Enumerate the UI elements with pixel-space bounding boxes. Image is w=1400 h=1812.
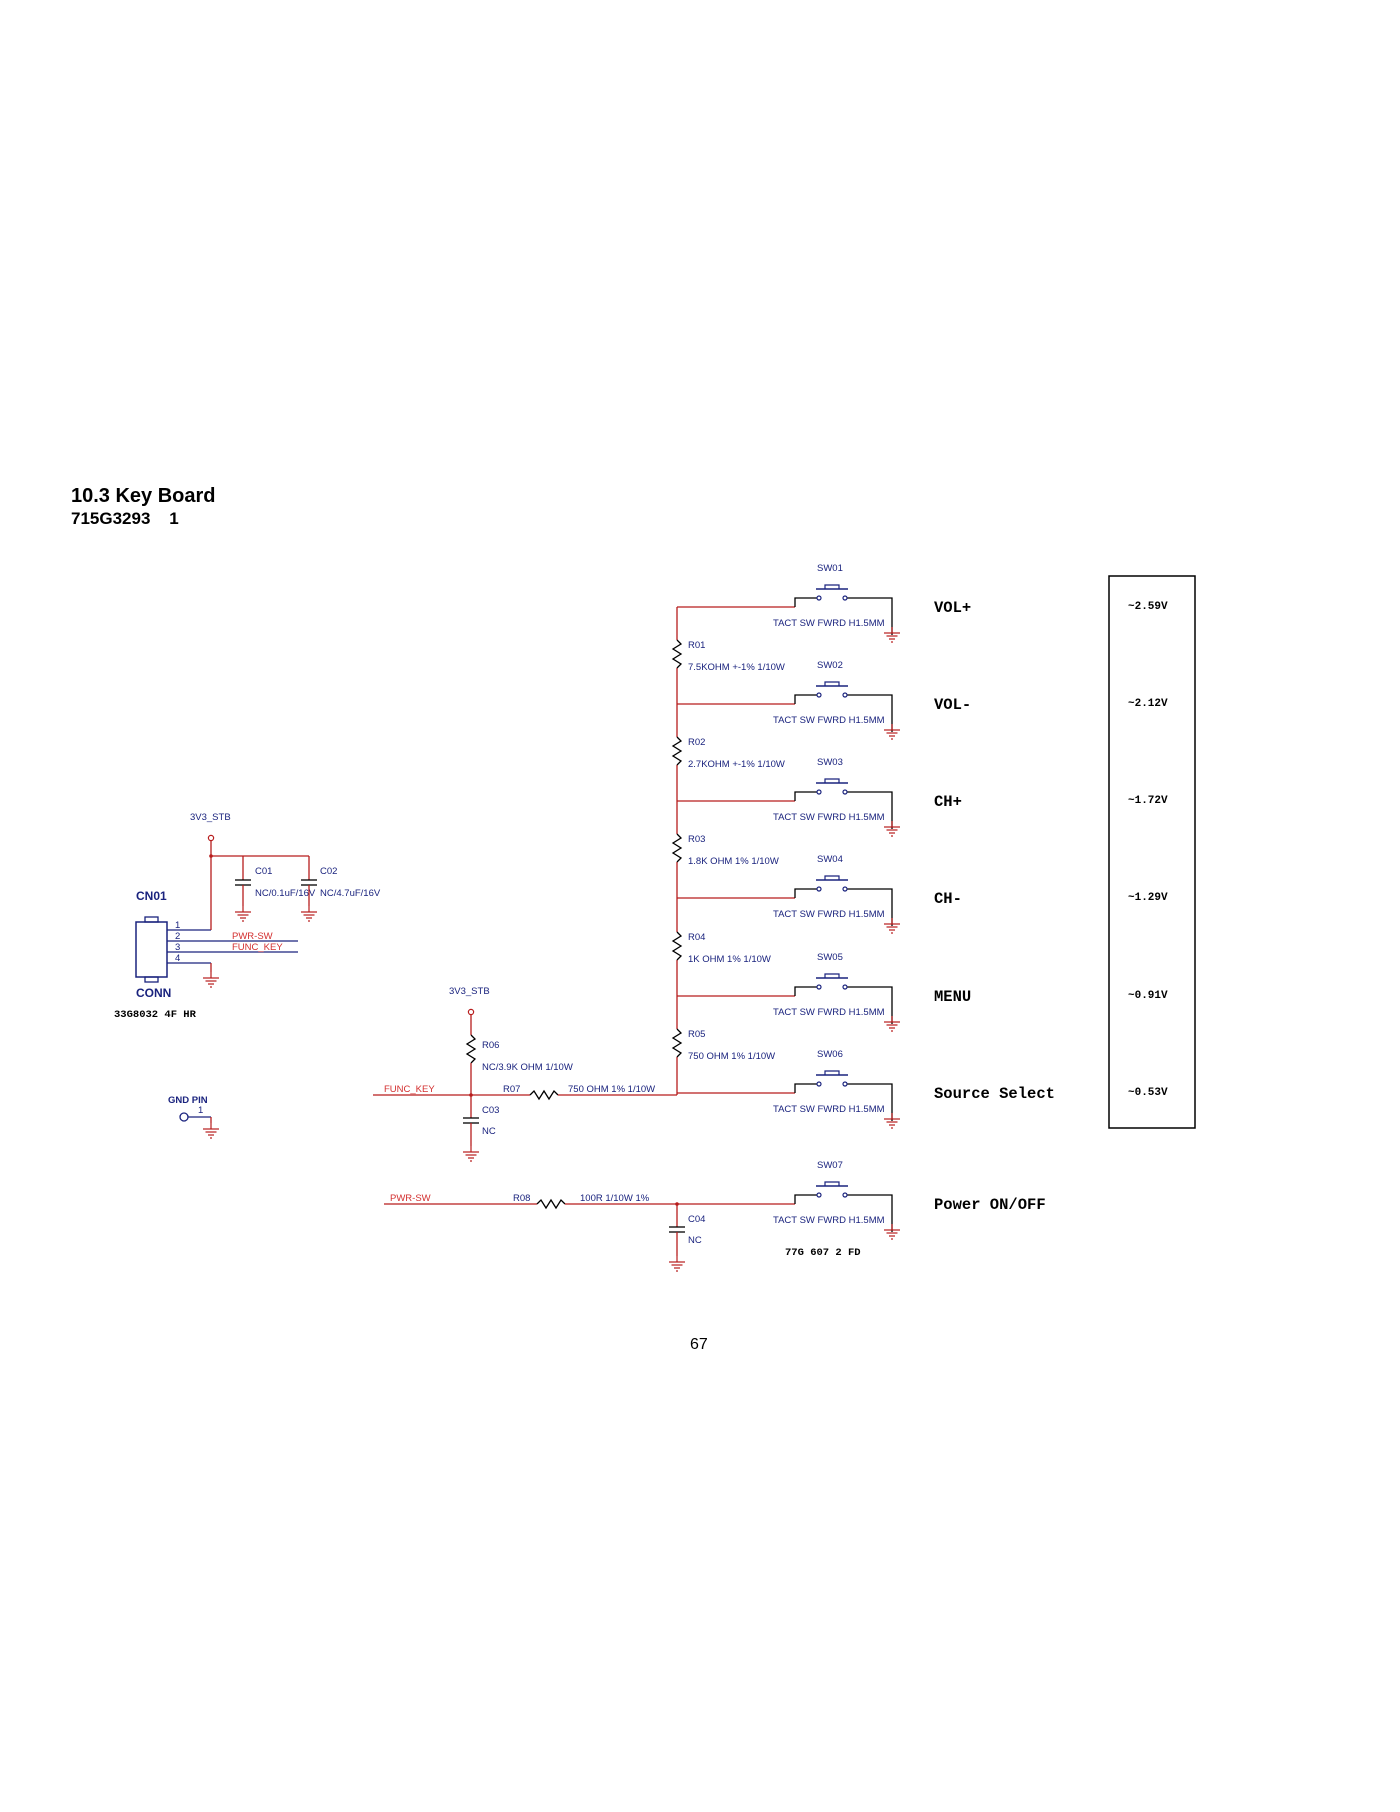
sw06-ref: SW06 — [817, 1049, 843, 1060]
switch-row-sw02: SW02 TACT SW FWRD H1.5MM VOL- ~2.12V — [677, 660, 1168, 740]
connector-cn01: 1 2 3 4 CN01 CONN 33G8032 4F HR — [114, 889, 298, 1021]
switch-row-sw03: SW03 TACT SW FWRD H1.5MM CH+ ~1.72V — [677, 757, 1168, 837]
sw02-desc: TACT SW FWRD H1.5MM — [773, 715, 885, 726]
sw07-desc: TACT SW FWRD H1.5MM — [773, 1215, 885, 1226]
net-3v3-stb-mid: 3V3_STB — [449, 986, 490, 997]
sw07-part-number: 77G 607 2 FD — [785, 1247, 861, 1259]
sw05-function-label: MENU — [934, 988, 971, 1006]
capacitor-c04: C04 NC — [668, 1204, 705, 1272]
board-number: 715G3293 1 — [71, 509, 179, 528]
r02-ref: R02 — [688, 737, 705, 748]
sw03-function-label: CH+ — [934, 793, 962, 811]
net-func-key-label: FUNC_KEY — [232, 942, 283, 953]
gnd-pin: GND PIN 1 — [168, 1095, 220, 1139]
sw06-desc: TACT SW FWRD H1.5MM — [773, 1104, 885, 1115]
switch-row-sw05: SW05 TACT SW FWRD H1.5MM MENU ~0.91V — [677, 952, 1168, 1032]
sw01-ref: SW01 — [817, 563, 843, 574]
power-port-left — [207, 834, 215, 842]
r01-ref: R01 — [688, 640, 705, 651]
sw06-function-label: Source Select — [934, 1085, 1055, 1103]
sw02-function-label: VOL- — [934, 696, 971, 714]
resistor-r02: R02 2.7KOHM +-1% 1/10W — [671, 736, 785, 770]
sw05-ref: SW05 — [817, 952, 843, 963]
resistor-r01: R01 7.5KOHM +-1% 1/10W — [671, 639, 785, 673]
sw03-voltage: ~1.72V — [1128, 795, 1168, 807]
pin-3-label: 3 — [175, 942, 180, 953]
sw04-voltage: ~1.29V — [1128, 892, 1168, 904]
switch-rows: SW01 TACT SW FWRD H1.5MM VOL+ ~2.59V SW02 TAC… — [677, 563, 1168, 1240]
pin-2-label: 2 — [175, 931, 180, 942]
gnd-pin-number: 1 — [198, 1105, 203, 1116]
r01-value: 7.5KOHM +-1% 1/10W — [688, 662, 785, 673]
resistor-r03: R03 1.8K OHM 1% 1/10W — [671, 833, 779, 867]
sw02-ref: SW02 — [817, 660, 843, 671]
c02-value: NC/4.7uF/16V — [320, 888, 381, 899]
r04-ref: R04 — [688, 932, 705, 943]
resistor-r07: R07 750 OHM 1% 1/10W — [503, 1084, 655, 1101]
sw01-function-label: VOL+ — [934, 599, 971, 617]
sw06-voltage: ~0.53V — [1128, 1087, 1168, 1099]
resistor-r08: R08 100R 1/10W 1% — [513, 1193, 650, 1210]
c02-ref: C02 — [320, 866, 337, 877]
sw01-voltage: ~2.59V — [1128, 601, 1168, 613]
r05-value: 750 OHM 1% 1/10W — [688, 1051, 775, 1062]
r08-ref: R08 — [513, 1193, 530, 1204]
pin-4-label: 4 — [175, 953, 180, 964]
switch-row-sw07: SW07 TACT SW FWRD H1.5MM Power ON/OFF — [677, 1160, 1046, 1240]
r08-value: 100R 1/10W 1% — [580, 1193, 650, 1204]
capacitor-c03: C03 NC — [462, 1095, 499, 1162]
r03-value: 1.8K OHM 1% 1/10W — [688, 856, 779, 867]
cn01-part: 33G8032 4F HR — [114, 1009, 197, 1021]
resistor-r04: R04 1K OHM 1% 1/10W — [671, 931, 771, 965]
cn01-ref: CN01 — [136, 889, 167, 903]
sw04-ref: SW04 — [817, 854, 843, 865]
c01-value: NC/0.1uF/16V — [255, 888, 316, 899]
sw05-desc: TACT SW FWRD H1.5MM — [773, 1007, 885, 1018]
r07-ref: R07 — [503, 1084, 520, 1095]
r04-value: 1K OHM 1% 1/10W — [688, 954, 771, 965]
voltage-table — [1108, 575, 1196, 1129]
sw04-desc: TACT SW FWRD H1.5MM — [773, 909, 885, 920]
page-title: 10.3 Key Board — [71, 485, 216, 507]
sw05-voltage: ~0.91V — [1128, 990, 1168, 1002]
power-port-mid — [467, 1008, 475, 1016]
cn01-type: CONN — [136, 986, 171, 1000]
sw03-desc: TACT SW FWRD H1.5MM — [773, 812, 885, 823]
switch-row-sw06: SW06 TACT SW FWRD H1.5MM Source Select ~0.5… — [677, 1049, 1168, 1129]
c03-value: NC — [482, 1126, 496, 1137]
sw02-voltage: ~2.12V — [1128, 698, 1168, 710]
gnd-pin-label: GND PIN — [168, 1095, 208, 1106]
net-pwr-sw-input: PWR-SW — [390, 1193, 431, 1204]
resistor-r05: R05 750 OHM 1% 1/10W — [671, 1028, 775, 1062]
c04-ref: C04 — [688, 1214, 705, 1225]
sw01-desc: TACT SW FWRD H1.5MM — [773, 618, 885, 629]
r07-value: 750 OHM 1% 1/10W — [568, 1084, 655, 1095]
net-3v3-stb-left: 3V3_STB — [190, 812, 231, 823]
sw07-ref: SW07 — [817, 1160, 843, 1171]
pin-1-label: 1 — [175, 920, 180, 931]
heading: 10.3 Key Board 715G3293 1 — [71, 484, 216, 530]
switch-row-sw04: SW04 TACT SW FWRD H1.5MM CH- ~1.29V — [677, 854, 1168, 934]
capacitor-c02: C02 NC/4.7uF/16V — [300, 856, 381, 922]
c04-value: NC — [688, 1235, 702, 1246]
page-number: 67 — [690, 1336, 708, 1353]
sw04-function-label: CH- — [934, 890, 962, 908]
net-pwr-sw-label: PWR-SW — [232, 931, 273, 942]
r06-ref: R06 — [482, 1040, 499, 1051]
c03-ref: C03 — [482, 1105, 499, 1116]
c01-ref: C01 — [255, 866, 272, 877]
sw03-ref: SW03 — [817, 757, 843, 768]
sw07-function-label: Power ON/OFF — [934, 1196, 1046, 1214]
capacitor-c01: C01 NC/0.1uF/16V — [234, 856, 316, 922]
net-func-key-input: FUNC_KEY — [384, 1084, 435, 1095]
r06-value: NC/3.9K OHM 1/10W — [482, 1062, 573, 1073]
switch-row-sw01: SW01 TACT SW FWRD H1.5MM VOL+ ~2.59V — [677, 563, 1168, 643]
r02-value: 2.7KOHM +-1% 1/10W — [688, 759, 785, 770]
r05-ref: R05 — [688, 1029, 705, 1040]
r03-ref: R03 — [688, 834, 705, 845]
resistor-r06: R06 NC/3.9K OHM 1/10W — [465, 1034, 573, 1073]
